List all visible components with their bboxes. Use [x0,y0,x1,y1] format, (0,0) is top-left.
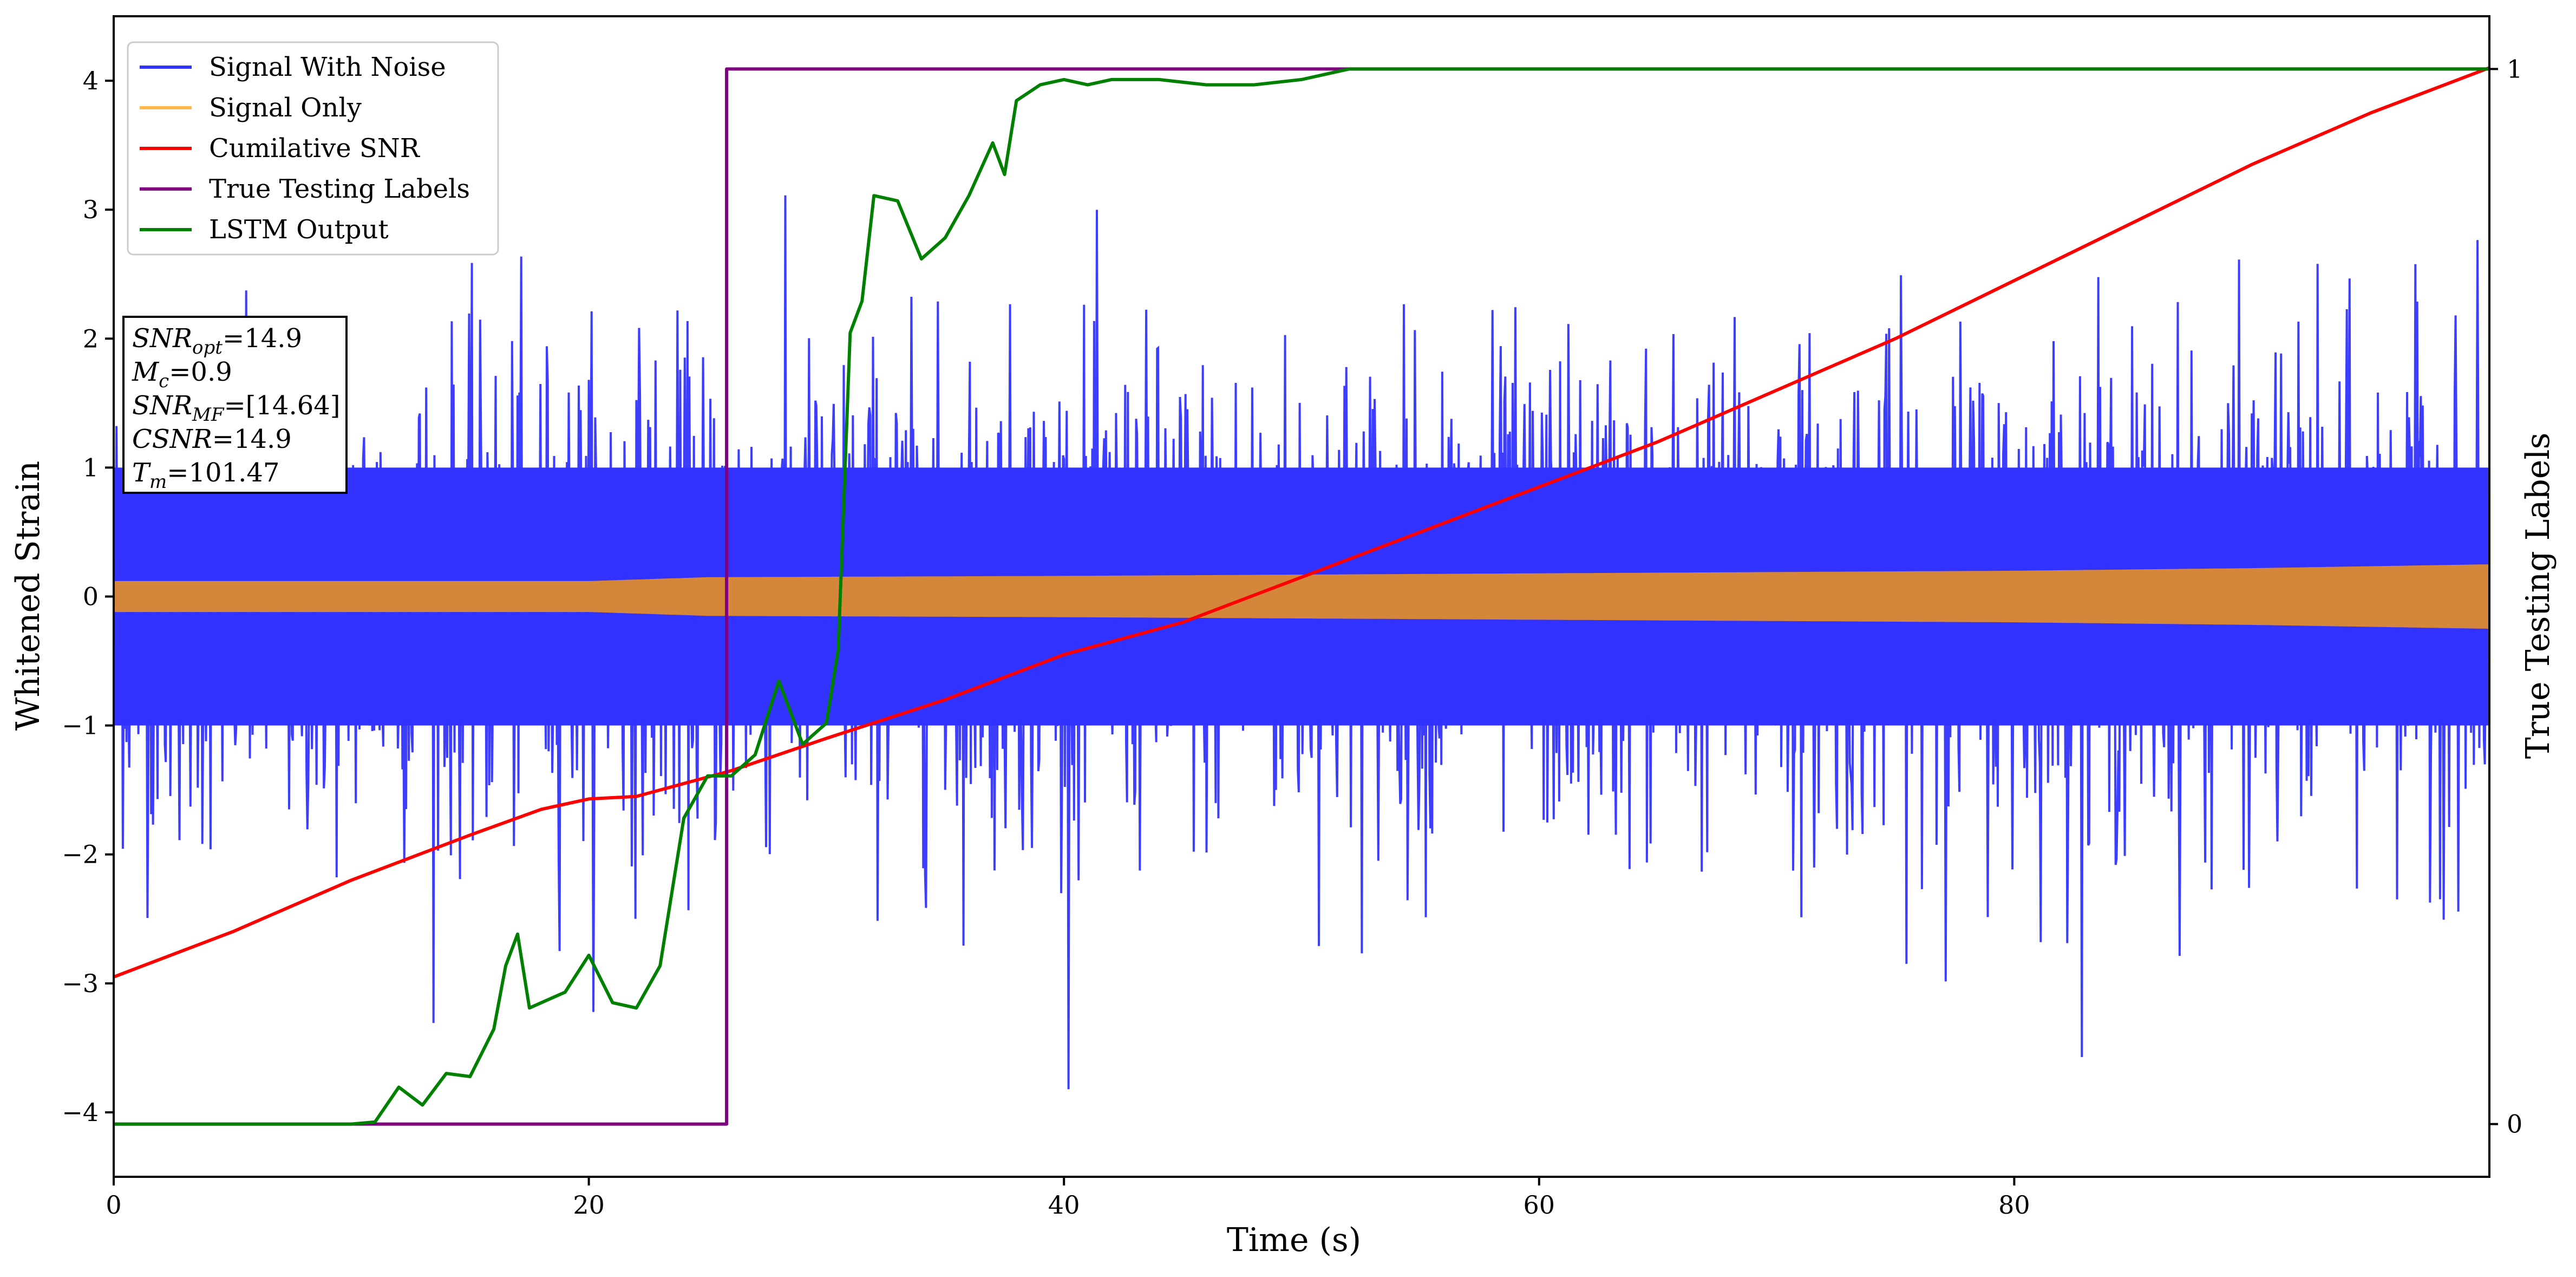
axis-labels: Time (s) Whitened Strain True Testing La… [9,433,2557,1259]
legend: Signal With Noise Signal Only Cumilative S… [127,41,499,256]
annotation-line: CSNR=14.9 [132,424,292,454]
x-tick-label: 20 [573,1190,605,1220]
x-tick-label: 40 [1048,1190,1080,1220]
series-cumilative-snr-line [114,66,2489,979]
y-axis-right-label: True Testing Labels [2519,433,2557,759]
annotation-frame [122,316,348,494]
series-signal-only-area [114,564,2489,629]
y-axis-label: Whitened Strain [9,461,47,731]
annotation-line: SNRMF=[14.64] [132,390,341,426]
series-lstm-output-line [114,67,2489,1126]
x-tick-label: 0 [106,1190,121,1220]
annotation-line: SNRopt=14.9 [132,323,302,359]
legend-entry: LSTM Output [209,214,389,245]
y-tick-label: 4 [83,66,99,95]
y-right-tick-label: 0 [2507,1110,2522,1139]
y-tick-label: −3 [62,969,99,998]
plot-clip-group [114,66,2489,1126]
annotation-line: Tm=101.47 [132,458,279,493]
y-tick-label: −4 [62,1098,99,1127]
y-tick-label: 2 [83,324,99,353]
x-tick-label: 80 [1998,1190,2030,1220]
y-tick-label: 1 [83,453,99,482]
legend-entry: Signal With Noise [209,52,446,82]
y-tick-label: −1 [62,711,99,740]
y-tick-label: −2 [62,840,99,869]
y-tick-label: 3 [83,195,99,224]
legend-entry: Signal Only [209,93,362,123]
legend-entry: Cumilative SNR [209,133,421,164]
legend-box [127,41,499,256]
plot-area [114,66,2489,1126]
legend-entry: True Testing Labels [209,174,470,204]
x-tick-label: 60 [1524,1190,1555,1220]
x-axis-label: Time (s) [1227,1221,1361,1259]
annotation-line: Mc=0.9 [132,357,232,392]
y-tick-label: 0 [83,582,99,611]
y-right-tick-label: 1 [2507,54,2522,83]
